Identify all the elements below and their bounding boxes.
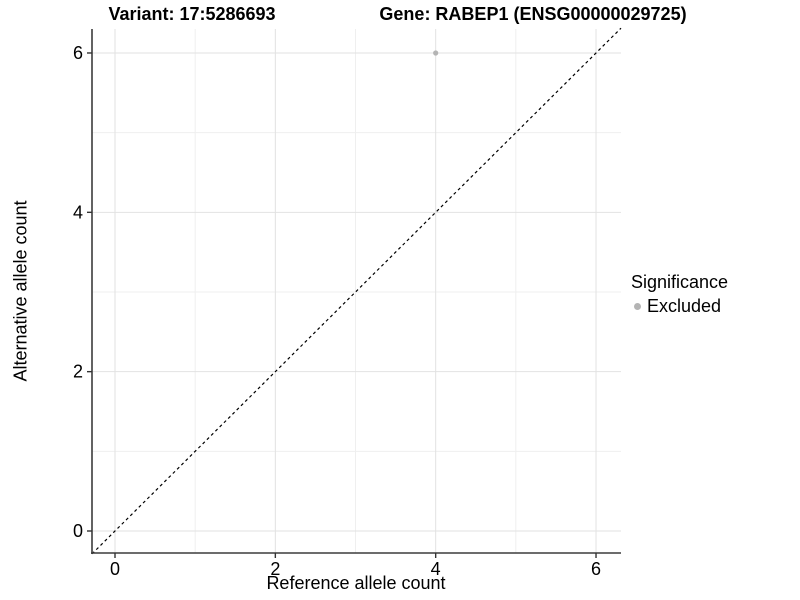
plot-title-gene: Gene: RABEP1 (ENSG00000029725) xyxy=(379,4,687,24)
legend-entry: Excluded xyxy=(631,296,728,317)
x-tick-label: 2 xyxy=(270,559,280,579)
x-tick-label: 0 xyxy=(110,559,120,579)
x-tick-label: 4 xyxy=(431,559,441,579)
plot-title-variant: Variant: 17:5286693 xyxy=(108,4,276,24)
x-tick-label: 6 xyxy=(591,559,601,579)
data-point xyxy=(433,50,439,56)
y-tick-label: 0 xyxy=(73,521,83,541)
legend: Significance Excluded xyxy=(631,271,728,317)
legend-entry-label: Excluded xyxy=(647,296,722,316)
y-tick-label: 6 xyxy=(73,43,83,63)
x-axis-title: Reference allele count xyxy=(266,573,446,593)
legend-key-dot-icon xyxy=(634,303,641,310)
legend-title: Significance xyxy=(631,272,729,292)
y-axis-title: Alternative allele count xyxy=(10,200,31,382)
y-tick-label: 4 xyxy=(73,202,83,222)
identity-reference-line xyxy=(91,27,622,555)
y-tick-label: 2 xyxy=(73,362,83,382)
